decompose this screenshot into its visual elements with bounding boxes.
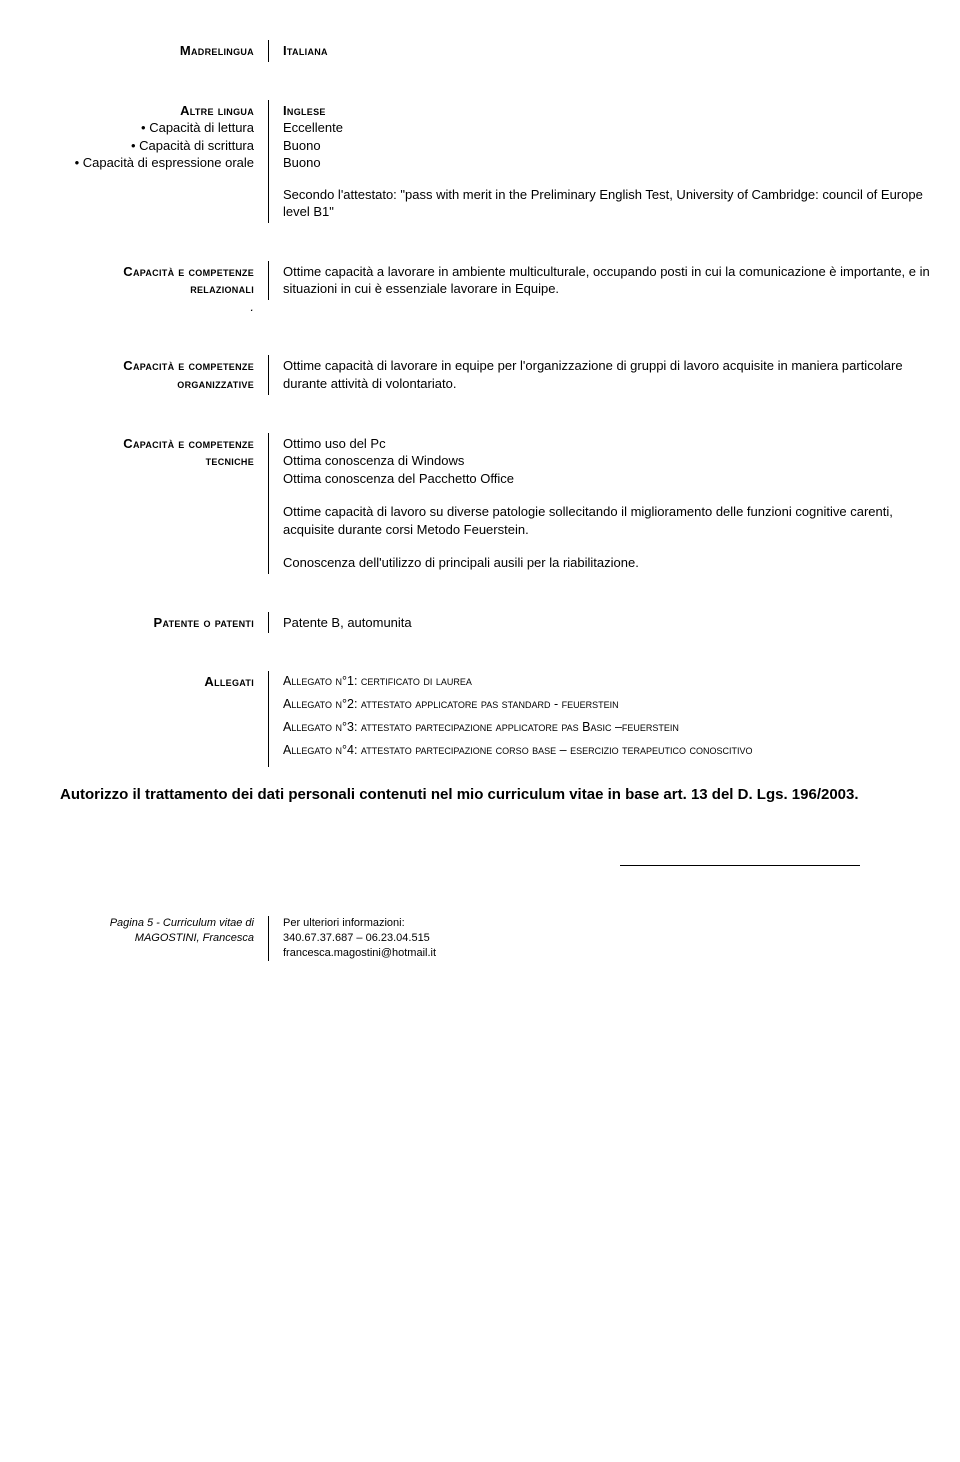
cv-page: Madrelingua Italiana Altre lingua • Capa…	[0, 0, 960, 991]
allegato-2: Allegato n°2: attestato applicatore pas …	[283, 696, 940, 713]
tecniche-p1c: Ottima conoscenza del Pacchetto Office	[283, 470, 940, 488]
tecniche-p2: Ottime capacità di lavoro su diverse pat…	[283, 503, 940, 538]
section-patente: Patente o patenti Patente B, automunita	[0, 612, 960, 634]
altre-desc: Secondo l'attestato: "pass with merit in…	[283, 186, 940, 221]
altre-row-2-l: • Capacità di espressione orale	[74, 154, 254, 172]
allegato-4: Allegato n°4: attestato partecipazione c…	[283, 742, 940, 759]
signature-line	[620, 865, 860, 866]
organizzative-label-1: Capacità e competenze	[0, 357, 254, 375]
tecniche-label-2: tecniche	[0, 452, 254, 470]
section-relazionali: Capacità e competenze relazionali . Otti…	[0, 261, 960, 318]
footer-left-2: MAGOSTINI, Francesca	[0, 931, 254, 946]
altre-row-1-l: • Capacità di scrittura	[0, 137, 254, 155]
section-altre-lingua: Altre lingua • Capacità di lettura • Cap…	[0, 100, 960, 223]
allegato-3: Allegato n°3: attestato partecipazione a…	[283, 719, 940, 736]
altre-row-2-r: Buono	[283, 154, 940, 172]
relazionali-label-2: relazionali	[0, 280, 254, 298]
section-tecniche: Capacità e competenze tecniche Ottimo us…	[0, 433, 960, 574]
madrelingua-value: Italiana	[283, 43, 328, 58]
altre-row-0-r: Eccellente	[283, 119, 940, 137]
organizzative-label-2: organizzative	[0, 375, 254, 393]
footer-right-1: Per ulteriori informazioni:	[283, 916, 940, 931]
tecniche-p3: Conoscenza dell'utilizzo di principali a…	[283, 554, 940, 572]
organizzative-text: Ottime capacità di lavorare in equipe pe…	[283, 357, 940, 392]
patente-label: Patente o patenti	[154, 615, 255, 630]
relazionali-dot: .	[0, 298, 254, 316]
section-organizzative: Capacità e competenze organizzative Otti…	[0, 355, 960, 394]
relazionali-text: Ottime capacità a lavorare in ambiente m…	[283, 263, 940, 298]
authorization-text: Autorizzo il trattamento dei dati person…	[0, 785, 960, 805]
relazionali-label-1: Capacità e competenze	[0, 263, 254, 281]
page-footer: Pagina 5 - Curriculum vitae di MAGOSTINI…	[0, 916, 960, 961]
footer-right-2: 340.67.37.687 – 06.23.04.515	[283, 931, 940, 946]
tecniche-p1b: Ottima conoscenza di Windows	[283, 452, 940, 470]
tecniche-label-1: Capacità e competenze	[0, 435, 254, 453]
allegato-1: Allegato n°1: certificato di laurea	[283, 673, 940, 690]
altre-lingua-label: Altre lingua	[0, 102, 254, 120]
tecniche-p1a: Ottimo uso del Pc	[283, 435, 940, 453]
allegati-label: Allegati	[204, 674, 254, 689]
footer-left-1: Pagina 5 - Curriculum vitae di	[0, 916, 254, 931]
footer-right-3: francesca.magostini@hotmail.it	[283, 946, 940, 961]
altre-row-0-l: • Capacità di lettura	[0, 119, 254, 137]
patente-value: Patente B, automunita	[283, 615, 412, 630]
section-allegati: Allegati Allegato n°1: certificato di la…	[0, 671, 960, 767]
madrelingua-label: Madrelingua	[180, 43, 254, 58]
section-madrelingua: Madrelingua Italiana	[0, 40, 960, 62]
altre-lang: Inglese	[283, 102, 940, 120]
altre-row-1-r: Buono	[283, 137, 940, 155]
